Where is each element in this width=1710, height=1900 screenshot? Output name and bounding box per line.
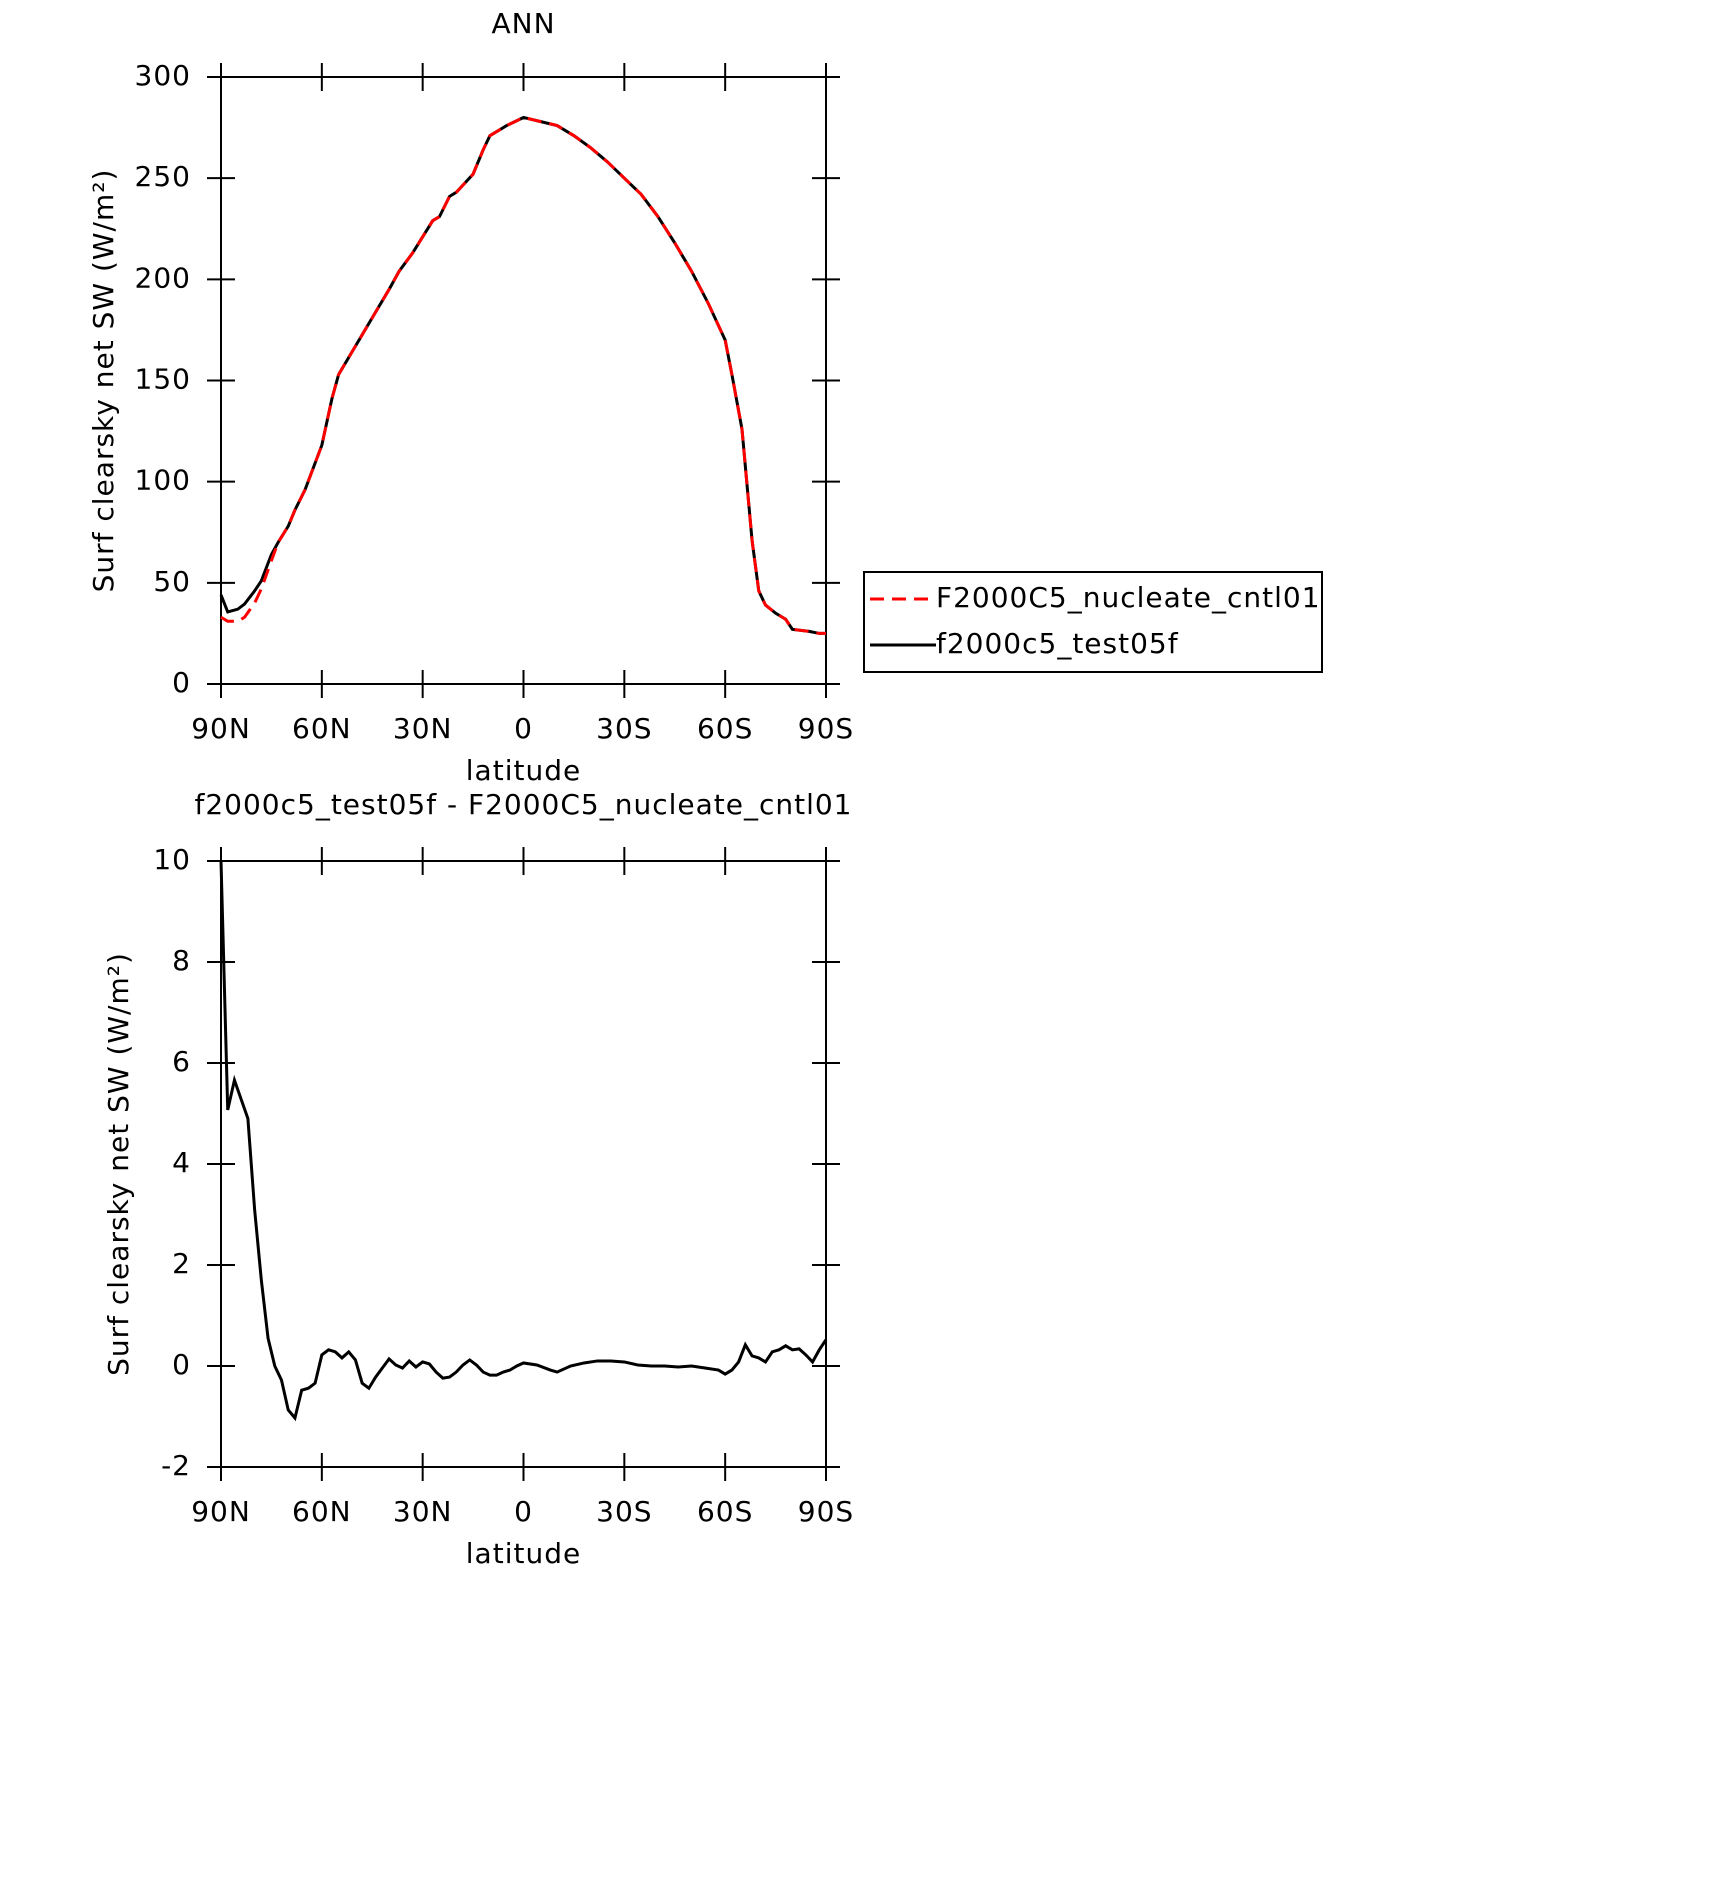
- x-axis-label: latitude: [466, 1537, 581, 1570]
- legend-label: F2000C5_nucleate_cntl01: [936, 581, 1321, 614]
- y-tick-label: 100: [135, 464, 191, 497]
- y-tick-label: 150: [135, 363, 191, 396]
- y-tick-label: -2: [161, 1449, 191, 1482]
- plot-frame: [220, 76, 827, 685]
- x-tick-label: 0: [514, 712, 533, 745]
- x-tick-label: 0: [514, 1495, 533, 1528]
- legend-box: [863, 571, 1323, 673]
- x-tick-label: 60S: [697, 712, 753, 745]
- chart-title: f2000c5_test05f - F2000C5_nucleate_cntl0…: [195, 788, 853, 821]
- plot-frame: [220, 860, 827, 1468]
- y-tick-label: 2: [172, 1247, 191, 1280]
- x-tick-label: 90S: [798, 712, 854, 745]
- x-tick-label: 90N: [191, 1495, 251, 1528]
- x-tick-label: 90N: [191, 712, 251, 745]
- x-tick-label: 90S: [798, 1495, 854, 1528]
- x-tick-label: 30N: [393, 712, 453, 745]
- x-tick-label: 60N: [292, 712, 352, 745]
- chart-title: ANN: [491, 7, 555, 40]
- y-axis-label: Surf clearsky net SW (W/m²): [102, 952, 135, 1376]
- x-tick-label: 30S: [596, 1495, 652, 1528]
- y-tick-label: 0: [172, 1348, 191, 1381]
- chart: f2000c5_test05f - F2000C5_nucleate_cntl0…: [102, 788, 854, 1570]
- x-tick-label: 30N: [393, 1495, 453, 1528]
- y-tick-label: 250: [135, 160, 191, 193]
- data-line: [219, 860, 828, 1422]
- legend-label: f2000c5_test05f: [936, 627, 1179, 660]
- data-line: [220, 115, 826, 635]
- y-axis-label: Surf clearsky net SW (W/m²): [87, 169, 120, 593]
- y-tick-label: 0: [172, 666, 191, 699]
- y-tick-label: 300: [135, 59, 191, 92]
- y-tick-label: 6: [172, 1045, 191, 1078]
- x-axis-label: latitude: [466, 754, 581, 787]
- y-tick-label: 50: [153, 565, 191, 598]
- data-line: [219, 115, 826, 635]
- y-tick-label: 4: [172, 1146, 191, 1179]
- x-tick-label: 60S: [697, 1495, 753, 1528]
- y-tick-label: 8: [172, 944, 191, 977]
- x-tick-label: 60N: [292, 1495, 352, 1528]
- x-tick-label: 30S: [596, 712, 652, 745]
- y-tick-label: 200: [135, 261, 191, 294]
- y-tick-label: 10: [153, 843, 191, 876]
- chart: ANN 0 50 100 150 200 250 300 90N 60N 30N 0 30S 60S 90S…: [87, 7, 1323, 787]
